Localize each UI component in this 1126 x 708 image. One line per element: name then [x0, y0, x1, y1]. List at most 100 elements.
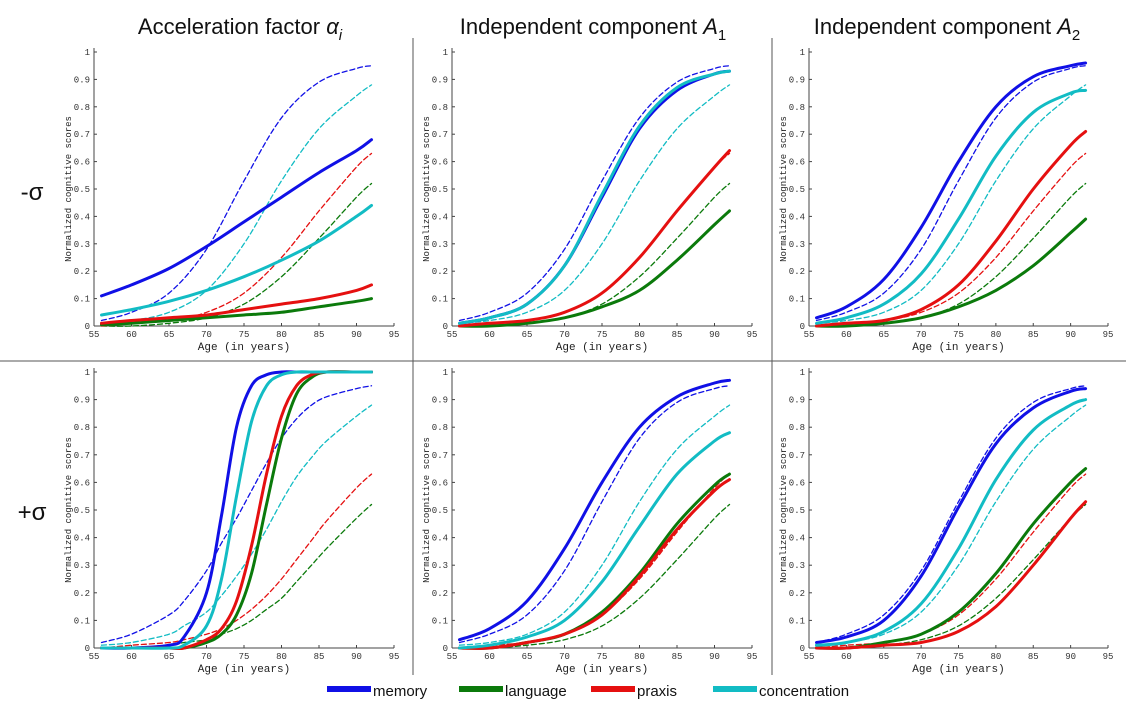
x-axis-label: Age (in years) [198, 342, 290, 354]
x-tick-label: 75 [239, 652, 250, 662]
x-tick-label: 90 [351, 330, 362, 340]
y-tick-label: 0.9 [74, 396, 90, 406]
y-tick-label: 0.5 [789, 506, 805, 516]
x-tick-label: 80 [634, 652, 645, 662]
series-line-concentration-solid [100, 203, 373, 317]
series-line-praxis-solid [100, 370, 373, 651]
series-line-concentration-dashed [815, 404, 1087, 646]
legend-label-language: language [505, 683, 567, 700]
y-tick-label: 0.7 [74, 451, 90, 461]
series-line-concentration-dashed [100, 404, 373, 646]
x-tick-label: 75 [953, 652, 964, 662]
x-tick-label: 95 [389, 330, 400, 340]
x-tick-label: 60 [126, 330, 137, 340]
y-tick-label: 0.6 [789, 158, 805, 168]
x-tick-label: 95 [1103, 652, 1114, 662]
y-tick-label: 0.2 [789, 267, 805, 277]
y-tick-label: 0.3 [74, 240, 90, 250]
series-line-language-solid [458, 209, 731, 328]
y-tick-label: 0.8 [789, 423, 805, 433]
series-line-memory-dashed [815, 65, 1087, 322]
y-tick-label: 0.2 [432, 267, 448, 277]
series-line-memory-solid [100, 370, 373, 650]
y-tick-label: 0.4 [74, 534, 90, 544]
y-tick-label: 0.6 [74, 158, 90, 168]
y-tick-label: 0.7 [432, 130, 448, 140]
legend-swatch-memory [327, 686, 371, 692]
panel-minus-sigma-component-a1: 55 60 65 70 75 80 85 90 95 0 0.1 0.2 0.3 0.4 0.5 0.6 0.7… [422, 48, 757, 354]
y-tick-label: 0.2 [789, 589, 805, 599]
y-tick-label: 0.5 [789, 185, 805, 195]
y-axis-label: Normalized cognitive scores [64, 437, 74, 583]
y-tick-label: 0.9 [74, 75, 90, 85]
series-line-memory-dashed [458, 385, 731, 644]
y-axis-label: Normalized cognitive scores [422, 437, 432, 583]
y-tick-label: 0.4 [789, 212, 805, 222]
y-tick-label: 0.2 [74, 589, 90, 599]
y-tick-label: 0 [443, 322, 448, 332]
x-tick-label: 90 [1065, 330, 1076, 340]
y-axis-label: Normalized cognitive scores [64, 116, 74, 262]
series-line-concentration-dashed [458, 84, 731, 324]
x-tick-label: 60 [484, 652, 495, 662]
x-tick-label: 70 [559, 652, 570, 662]
series-line-concentration-solid [458, 431, 731, 650]
x-tick-label: 95 [747, 652, 758, 662]
y-axis-label: Normalized cognitive scores [779, 116, 789, 262]
x-tick-label: 65 [878, 652, 889, 662]
y-tick-label: 0 [443, 644, 448, 654]
y-tick-label: 0.1 [789, 616, 805, 626]
y-tick-label: 0.2 [432, 589, 448, 599]
series-line-language-dashed [100, 182, 373, 327]
x-tick-label: 80 [276, 330, 287, 340]
y-tick-label: 0.6 [432, 478, 448, 488]
y-tick-label: 1 [800, 48, 805, 58]
x-tick-label: 90 [351, 652, 362, 662]
x-tick-label: 70 [916, 330, 927, 340]
y-tick-label: 0.1 [432, 295, 448, 305]
x-tick-label: 55 [89, 652, 100, 662]
series-line-memory-dashed [100, 385, 373, 644]
series-line-praxis-solid [815, 130, 1088, 328]
y-tick-label: 0.9 [789, 396, 805, 406]
series-line-language-solid [815, 217, 1088, 328]
y-tick-label: 0.8 [74, 103, 90, 113]
series-line-praxis-dashed [815, 473, 1087, 649]
y-axis-label: Normalized cognitive scores [779, 437, 789, 583]
series-line-memory-dashed [458, 65, 731, 322]
y-tick-label: 0 [800, 322, 805, 332]
panel-minus-sigma-component-a2: 55 60 65 70 75 80 85 90 95 0 0.1 0.2 0.3 0.4 0.5 0.6 0.7… [779, 48, 1113, 354]
x-tick-label: 65 [164, 652, 175, 662]
legend: memory language praxis concentration [327, 683, 849, 700]
x-tick-label: 55 [447, 330, 458, 340]
column-title-acceleration: Acceleration factor αi [138, 14, 343, 44]
row-label-minus-sigma: -σ [21, 179, 44, 206]
x-tick-label: 85 [314, 652, 325, 662]
x-tick-label: 55 [89, 330, 100, 340]
series-line-memory-solid [458, 378, 731, 642]
x-tick-label: 65 [878, 330, 889, 340]
legend-label-praxis: praxis [637, 683, 677, 700]
x-tick-label: 60 [126, 652, 137, 662]
y-axis-label: Normalized cognitive scores [422, 116, 432, 262]
y-tick-label: 0.5 [74, 506, 90, 516]
x-tick-label: 90 [709, 330, 720, 340]
y-tick-label: 0.1 [432, 616, 448, 626]
x-tick-label: 80 [634, 330, 645, 340]
panel-plus-sigma-component-a1: 55 60 65 70 75 80 85 90 95 0 0.1 0.2 0.3 0.4 0.5 0.6 0.7… [422, 368, 757, 676]
series-line-concentration-dashed [458, 404, 731, 646]
y-tick-label: 0.4 [789, 534, 805, 544]
y-tick-label: 0.5 [74, 185, 90, 195]
x-tick-label: 95 [1103, 330, 1114, 340]
series-line-concentration-solid [100, 370, 373, 650]
x-tick-label: 60 [841, 652, 852, 662]
x-tick-label: 55 [447, 652, 458, 662]
x-tick-label: 85 [672, 330, 683, 340]
legend-swatch-language [459, 686, 503, 692]
y-tick-label: 0.4 [432, 534, 448, 544]
x-tick-label: 85 [1028, 652, 1039, 662]
y-tick-label: 0.8 [432, 423, 448, 433]
y-tick-label: 0.6 [432, 158, 448, 168]
x-tick-label: 65 [522, 330, 533, 340]
